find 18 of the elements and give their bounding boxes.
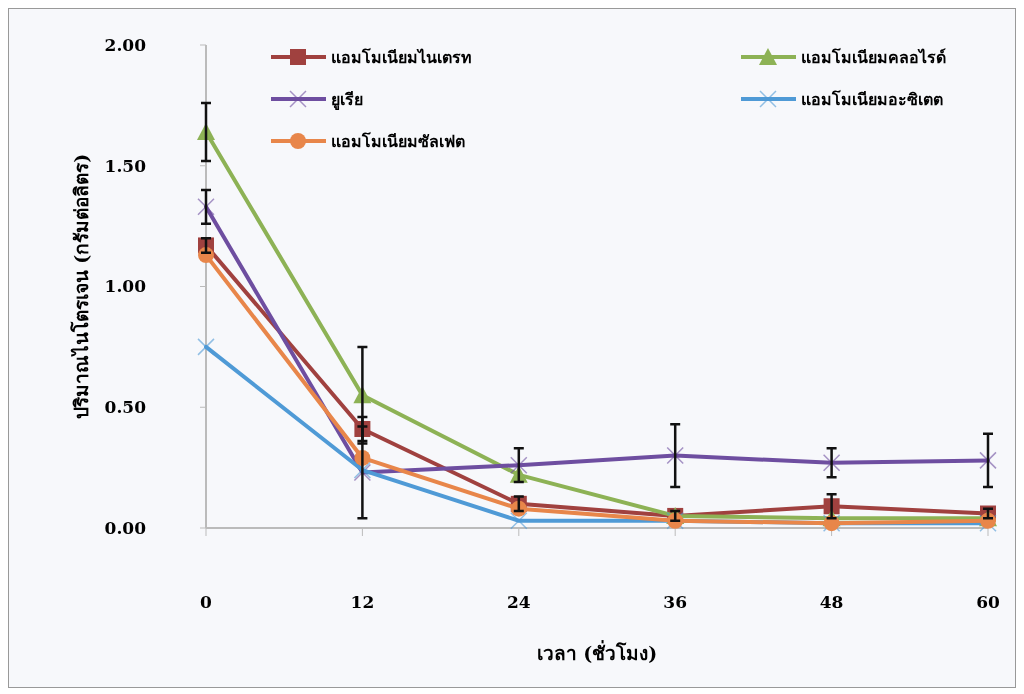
legend-label: แอมโมเนียมอะซิเตต bbox=[801, 88, 943, 109]
legend-label: แอมโมเนียมซัลเฟต bbox=[331, 130, 465, 151]
x-tick-label: 0 bbox=[200, 592, 213, 612]
x-tick-label: 36 bbox=[663, 592, 688, 612]
y-tick-label: 0.50 bbox=[104, 397, 147, 418]
legend-label: ยูเรีย bbox=[331, 89, 363, 111]
y-tick-label: 1.00 bbox=[104, 276, 147, 297]
y-tick-label: 1.50 bbox=[104, 155, 147, 176]
y-axis-title: ปริมาณไนโตรเจน (กรัมต่อลิตร) bbox=[70, 153, 92, 420]
y-tick-label: 2.00 bbox=[104, 34, 147, 55]
x-tick-label: 24 bbox=[506, 592, 531, 612]
y-tick-label: 0.00 bbox=[104, 517, 147, 538]
x-tick-label: 12 bbox=[350, 592, 375, 612]
legend-label: แอมโมเนียมคลอไรด์ bbox=[801, 46, 946, 67]
x-tick-label: 48 bbox=[819, 592, 844, 612]
x-axis-title: เวลา (ชั่วโมง) bbox=[536, 640, 658, 664]
legend-label: แอมโมเนียมไนเตรท bbox=[331, 46, 472, 67]
x-tick-label: 60 bbox=[976, 592, 1000, 612]
